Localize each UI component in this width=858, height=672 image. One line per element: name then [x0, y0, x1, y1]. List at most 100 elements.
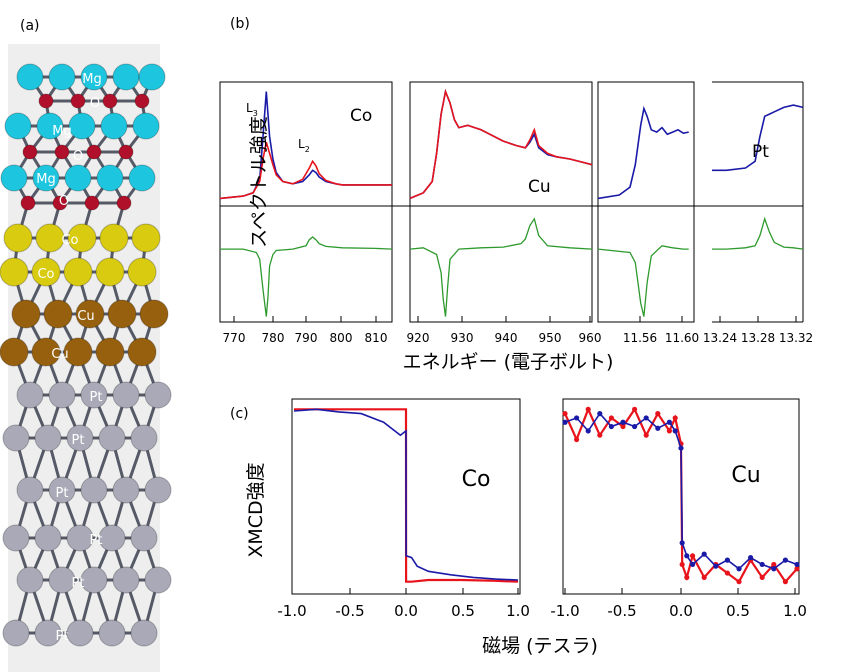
atom-label-cu-2: Cu	[51, 347, 68, 362]
hyst-cu-series-1-point	[724, 557, 731, 563]
atom-co	[127, 257, 157, 287]
atom-label-pt-5: Pt	[72, 576, 85, 591]
hyst-cu-series-1-point	[597, 411, 603, 417]
atom-pt	[144, 476, 172, 504]
edge-label-co: Co	[350, 106, 372, 126]
atom-pt	[16, 476, 44, 504]
xas-tick-co-780: 780	[262, 331, 285, 345]
xas-ylabel: スペクトル強度	[248, 116, 270, 248]
atom-o	[116, 195, 132, 211]
atom-label-cu-1: Cu	[77, 309, 94, 324]
hyst-xlabel: 磁場 (テスラ)	[482, 635, 598, 657]
hyst-cu-series-1-point	[632, 423, 638, 430]
peak-label-l3: L3	[246, 101, 258, 118]
atom-pt	[66, 619, 94, 647]
hyst-cu-series-0-point	[562, 411, 568, 417]
atom-mg	[64, 164, 92, 192]
hyst-cu-series-0-point	[684, 574, 690, 580]
hyst-co-tick-10: 1.0	[506, 602, 530, 620]
hyst-cu-series-1-point	[574, 415, 580, 421]
peak-label-l2: L2	[298, 137, 310, 154]
xas-tick-pt2-1324: 13.24	[703, 331, 737, 345]
xas-tick-pt1-1160: 11.60	[665, 331, 699, 345]
hyst-cu-series-0-point	[782, 579, 789, 585]
atom-o	[86, 144, 102, 160]
hyst-cu-tick-10: 1.0	[783, 602, 807, 620]
hyst-cu-series-0-point	[679, 561, 685, 568]
atom-mg	[68, 112, 96, 140]
atom-o	[84, 195, 100, 211]
atom-pt	[48, 566, 76, 594]
atom-mg	[32, 164, 60, 192]
atom-o	[102, 93, 118, 109]
atom-co	[67, 223, 97, 253]
hyst-cu-series-0-point	[701, 574, 707, 580]
atom-label-o-2: O	[73, 149, 83, 164]
hyst-cu-series-0-point	[672, 415, 678, 421]
atom-cu	[0, 337, 29, 367]
xas-cu-series-1	[409, 88, 593, 200]
hyst-cu-series-0-point	[643, 432, 649, 438]
atom-o	[54, 144, 70, 160]
atom-label-co-1: Co	[61, 233, 78, 248]
atom-co	[3, 223, 33, 253]
atom-label-o-1: O	[90, 96, 100, 111]
panel-label-a: (a)	[20, 18, 40, 34]
atom-pt	[130, 619, 158, 647]
atom-pt	[112, 381, 140, 409]
hyst-cu-tick-m05: -0.5	[607, 602, 636, 620]
hyst-cu-tick-m10: -1.0	[550, 602, 579, 620]
atom-label-co-2: Co	[37, 267, 54, 282]
atom-o	[70, 93, 86, 109]
hyst-cu-series-1-point	[585, 428, 591, 434]
hyst-cu-series-0-point	[620, 423, 626, 430]
hyst-cu-tick-05: 0.5	[726, 602, 750, 620]
hyst-cu-series-0-point	[655, 411, 661, 417]
atom-co	[35, 223, 65, 253]
hyst-cu-series-0-point	[759, 574, 765, 580]
atom-pt	[80, 476, 108, 504]
hyst-ylabel: XMCD強度	[245, 462, 267, 557]
hyst-cu-series-1-point	[620, 419, 626, 425]
xas-tick-co-800: 800	[330, 331, 353, 345]
atom-mg	[4, 112, 32, 140]
hyst-label-cu: Cu	[731, 463, 760, 488]
atom-pt	[112, 476, 140, 504]
atom-co	[131, 223, 161, 253]
atom-mg	[36, 112, 64, 140]
atom-mg	[138, 63, 166, 91]
atom-mg	[96, 164, 124, 192]
hyst-co-tick-m05: -0.5	[335, 602, 364, 620]
atom-label-mg-1: Mg	[82, 72, 101, 87]
atom-pt	[98, 619, 126, 647]
atom-pt	[98, 424, 126, 452]
atom-cu	[43, 299, 73, 329]
atom-pt	[98, 524, 126, 552]
atom-mg	[100, 112, 128, 140]
atom-pt	[48, 381, 76, 409]
atom-pt	[48, 476, 76, 504]
hyst-cu-series-1-point	[684, 553, 690, 559]
atom-co	[0, 257, 29, 287]
panel-label-c: (c)	[230, 406, 249, 422]
hyst-cu-series-0-point	[771, 561, 777, 568]
atom-pt	[34, 524, 62, 552]
xas-tick-cu-940: 940	[495, 331, 518, 345]
hyst-co-tick-m10: -1.0	[277, 602, 306, 620]
hyst-cu-series-1-point	[701, 551, 707, 557]
hyst-cu-series-0-point	[690, 553, 696, 559]
panel-label-b: (b)	[230, 16, 250, 32]
hyst-cu-series-1-point	[794, 561, 800, 568]
hyst-cu-series-1-point	[759, 561, 765, 568]
hyst-cu-series-1-point	[782, 557, 789, 563]
atom-pt	[112, 566, 140, 594]
xas-tick-pt2-1332: 13.32	[779, 331, 813, 345]
xas-pt2-series-1	[712, 216, 804, 250]
edge-label-cu: Cu	[528, 177, 551, 197]
atom-o	[134, 93, 150, 109]
xas-pt2-series-0	[712, 104, 804, 172]
xas-co-series-2	[220, 236, 393, 317]
hyst-cu-series-1-point	[678, 445, 684, 451]
xas-tick-co-790: 790	[295, 331, 318, 345]
